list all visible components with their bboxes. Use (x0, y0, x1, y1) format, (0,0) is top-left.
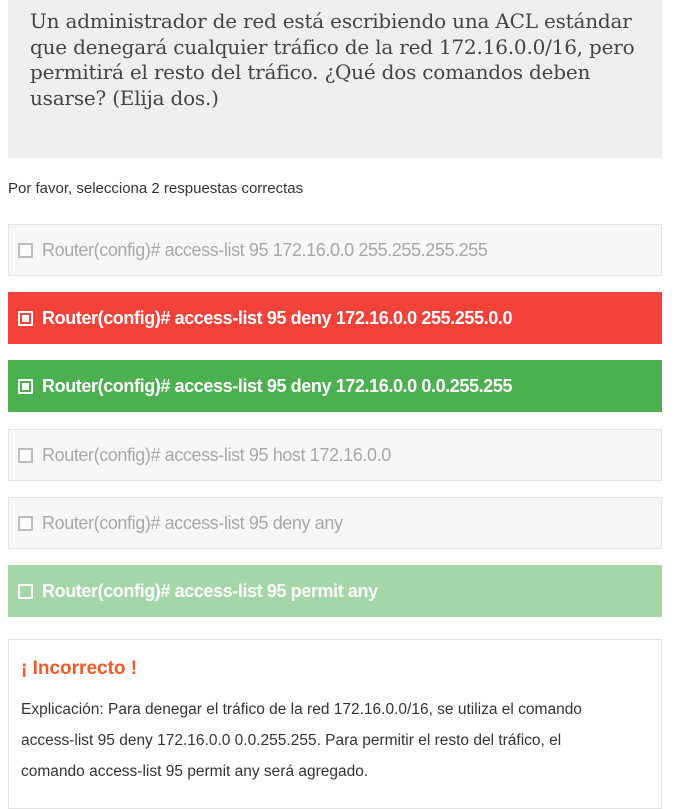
question-box: Un administrador de red está escribiendo… (8, 0, 662, 158)
explanation-line: comando access-list 95 permit any será a… (21, 763, 369, 780)
question-line: permitirá el resto del tráfico. ¿Qué dos… (30, 60, 591, 84)
answer-option-3[interactable]: Router(config)# access-list 95 deny 172.… (8, 360, 662, 412)
explanation-line: Explicación: Para denegar el tráfico de … (21, 701, 582, 718)
answer-option-1[interactable]: Router(config)# access-list 95 172.16.0.… (8, 224, 662, 276)
checkbox-icon[interactable] (18, 515, 33, 531)
answer-label: Router(config)# access-list 95 permit an… (42, 580, 378, 601)
answer-label: Router(config)# access-list 95 172.16.0.… (42, 239, 488, 260)
result-title: ¡ Incorrecto ! (21, 658, 138, 679)
answer-label: Router(config)# access-list 95 deny any (42, 512, 343, 533)
answer-option-4[interactable]: Router(config)# access-list 95 host 172.… (8, 429, 662, 481)
answer-option-5[interactable]: Router(config)# access-list 95 deny any (8, 497, 662, 549)
answer-option-6[interactable]: Router(config)# access-list 95 permit an… (8, 565, 662, 617)
checkbox-checked-icon[interactable] (18, 310, 33, 326)
feedback-panel: ¡ Incorrecto ! Explicación: Para denegar… (8, 639, 662, 809)
answer-label: Router(config)# access-list 95 deny 172.… (42, 375, 513, 396)
question-line: Un administrador de red está escribiendo… (30, 9, 632, 33)
answer-label: Router(config)# access-list 95 deny 172.… (42, 307, 513, 328)
question-line: que denegará cualquier tráfico de la red… (30, 34, 635, 59)
explanation-line: access-list 95 deny 172.16.0.0 0.0.255.2… (21, 732, 562, 749)
question-line: usarse? (Elija dos.) (30, 85, 219, 110)
answer-option-2[interactable]: Router(config)# access-list 95 deny 172.… (8, 292, 662, 344)
checkbox-checked-icon[interactable] (18, 378, 33, 394)
instruction-text: Por favor, selecciona 2 respuestas corre… (8, 180, 304, 197)
checkbox-icon[interactable] (18, 242, 33, 258)
answer-label: Router(config)# access-list 95 host 172.… (42, 444, 391, 465)
explanation-text: Explicación: Para denegar el tráfico de … (21, 694, 649, 787)
checkbox-icon[interactable] (18, 447, 33, 463)
question-text: Un administrador de red está escribiendo… (30, 9, 642, 111)
checkbox-icon[interactable] (18, 583, 33, 599)
